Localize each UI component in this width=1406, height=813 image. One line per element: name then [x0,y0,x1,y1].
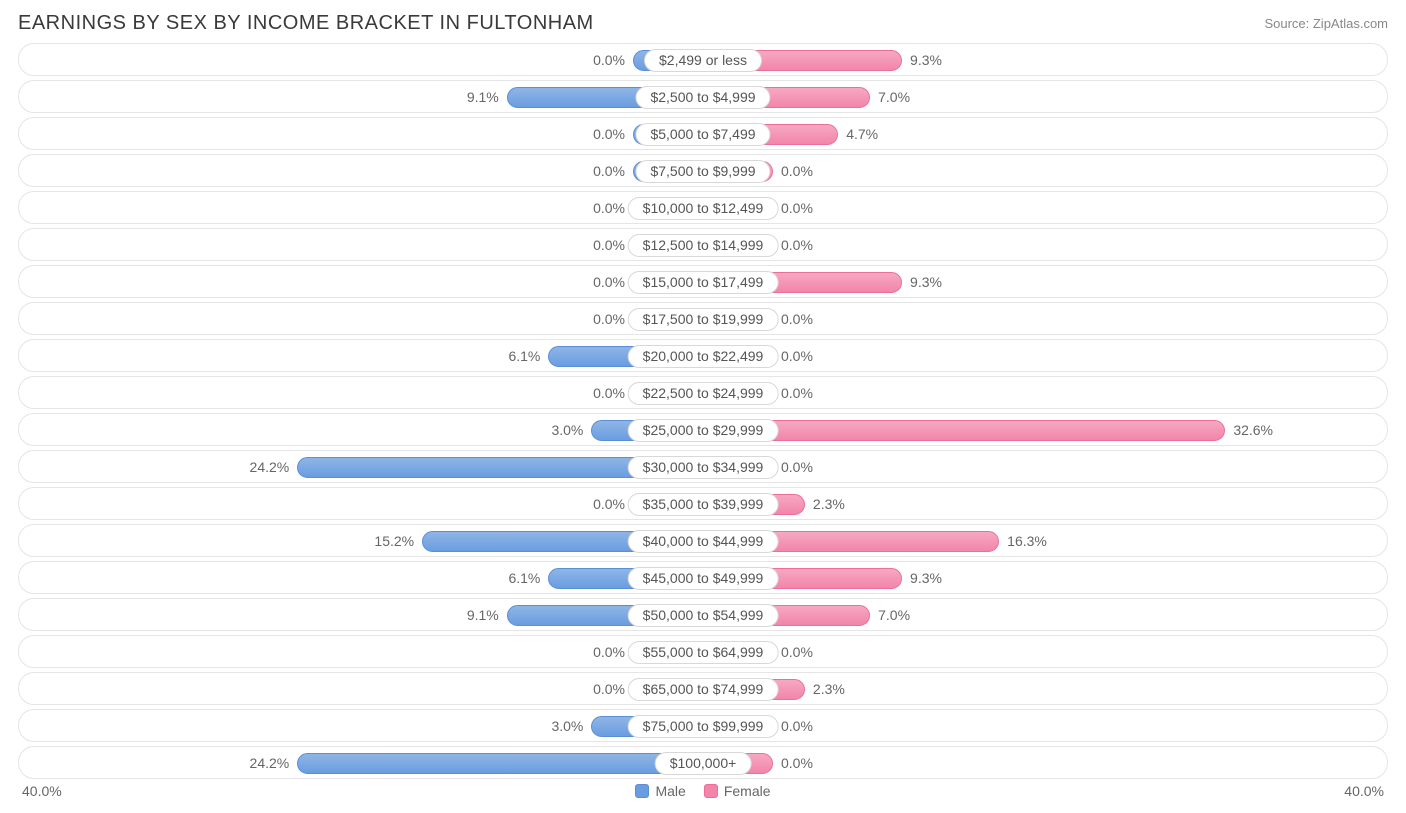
chart-row: 9.1% 7.0% $2,500 to $4,999 [18,80,1388,113]
bracket-label: $75,000 to $99,999 [628,715,779,738]
bracket-label: $2,500 to $4,999 [635,86,770,109]
male-pct-label: 0.0% [593,377,625,410]
female-pct-label: 0.0% [781,451,813,484]
male-pct-label: 9.1% [467,599,499,632]
female-pct-label: 2.3% [813,673,845,706]
bracket-label: $100,000+ [655,752,752,775]
male-pct-label: 0.0% [593,636,625,669]
chart-row: 0.0% 9.3% $2,499 or less [18,43,1388,76]
bracket-label: $10,000 to $12,499 [628,197,779,220]
chart-row: 3.0% 0.0%$75,000 to $99,999 [18,709,1388,742]
female-pct-label: 0.0% [781,155,813,188]
chart-title: EARNINGS BY SEX BY INCOME BRACKET IN FUL… [18,12,594,35]
male-pct-label: 24.2% [250,451,290,484]
bracket-label: $25,000 to $29,999 [628,419,779,442]
bracket-label: $7,500 to $9,999 [635,160,770,183]
bracket-label: $40,000 to $44,999 [628,530,779,553]
chart-row: 6.1% 0.0%$20,000 to $22,499 [18,339,1388,372]
bracket-label: $45,000 to $49,999 [628,567,779,590]
male-pct-label: 3.0% [551,414,583,447]
female-pct-label: 0.0% [781,303,813,336]
female-pct-label: 0.0% [781,747,813,780]
male-pct-label: 0.0% [593,155,625,188]
female-pct-label: 0.0% [781,340,813,373]
female-pct-label: 9.3% [910,44,942,77]
male-bar [297,753,703,774]
bracket-label: $20,000 to $22,499 [628,345,779,368]
male-pct-label: 6.1% [508,340,540,373]
chart-row: 15.2% 16.3% $40,000 to $44,999 [18,524,1388,557]
male-pct-label: 6.1% [508,562,540,595]
male-pct-label: 15.2% [374,525,414,558]
female-pct-label: 0.0% [781,229,813,262]
female-pct-label: 4.7% [846,118,878,151]
female-pct-label: 16.3% [1007,525,1047,558]
female-pct-label: 0.0% [781,377,813,410]
legend-female-label: Female [724,783,771,799]
male-pct-label: 0.0% [593,673,625,706]
female-pct-label: 0.0% [781,636,813,669]
legend-item-male: Male [635,783,685,799]
bracket-label: $65,000 to $74,999 [628,678,779,701]
chart-row: 3.0% 32.6% $25,000 to $29,999 [18,413,1388,446]
male-pct-label: 9.1% [467,81,499,114]
male-pct-label: 0.0% [593,303,625,336]
male-pct-label: 0.0% [593,118,625,151]
male-pct-label: 0.0% [593,229,625,262]
bracket-label: $5,000 to $7,499 [635,123,770,146]
legend-item-female: Female [704,783,771,799]
axis-label-right: 40.0% [1344,783,1384,799]
legend: Male Female [635,783,770,799]
female-pct-label: 32.6% [1233,414,1273,447]
chart-row: 0.0% 4.7% $5,000 to $7,499 [18,117,1388,150]
chart-row: 0.0% 2.3% $65,000 to $74,999 [18,672,1388,705]
male-pct-label: 24.2% [250,747,290,780]
female-pct-label: 9.3% [910,562,942,595]
male-swatch-icon [635,784,649,798]
bracket-label: $55,000 to $64,999 [628,641,779,664]
female-pct-label: 9.3% [910,266,942,299]
bracket-label: $15,000 to $17,499 [628,271,779,294]
bracket-label: $22,500 to $24,999 [628,382,779,405]
male-pct-label: 3.0% [551,710,583,743]
source-label: Source: ZipAtlas.com [1264,16,1388,31]
female-pct-label: 0.0% [781,192,813,225]
legend-male-label: Male [655,783,685,799]
chart-row: 0.0% 9.3% $15,000 to $17,499 [18,265,1388,298]
chart-row: 6.1% 9.3% $45,000 to $49,999 [18,561,1388,594]
bracket-label: $12,500 to $14,999 [628,234,779,257]
female-pct-label: 7.0% [878,599,910,632]
bracket-label: $2,499 or less [644,49,762,72]
bracket-label: $50,000 to $54,999 [628,604,779,627]
header: EARNINGS BY SEX BY INCOME BRACKET IN FUL… [18,12,1388,35]
chart-row: 0.0% 2.3% $35,000 to $39,999 [18,487,1388,520]
male-pct-label: 0.0% [593,488,625,521]
male-pct-label: 0.0% [593,192,625,225]
chart-row: 0.0% 0.0% $7,500 to $9,999 [18,154,1388,187]
chart-row: 0.0% 0.0%$10,000 to $12,499 [18,191,1388,224]
chart-container: EARNINGS BY SEX BY INCOME BRACKET IN FUL… [0,0,1406,809]
chart-row: 9.1% 7.0% $50,000 to $54,999 [18,598,1388,631]
female-swatch-icon [704,784,718,798]
chart-footer: 40.0% Male Female 40.0% [18,783,1388,799]
bracket-label: $35,000 to $39,999 [628,493,779,516]
female-bar [703,420,1225,441]
female-pct-label: 0.0% [781,710,813,743]
female-pct-label: 7.0% [878,81,910,114]
female-pct-label: 2.3% [813,488,845,521]
chart-row: 0.0% 0.0%$22,500 to $24,999 [18,376,1388,409]
bracket-label: $30,000 to $34,999 [628,456,779,479]
chart-row: 24.2% 0.0%$30,000 to $34,999 [18,450,1388,483]
chart-row: 0.0% 0.0%$12,500 to $14,999 [18,228,1388,261]
male-pct-label: 0.0% [593,266,625,299]
bracket-label: $17,500 to $19,999 [628,308,779,331]
chart-row: 24.2% 0.0% $100,000+ [18,746,1388,779]
chart-row: 0.0% 0.0%$55,000 to $64,999 [18,635,1388,668]
chart-area: 0.0% 9.3% $2,499 or less 9.1% 7.0% $2,500 to … [18,43,1388,779]
male-pct-label: 0.0% [593,44,625,77]
axis-label-left: 40.0% [22,783,62,799]
chart-row: 0.0% 0.0%$17,500 to $19,999 [18,302,1388,335]
